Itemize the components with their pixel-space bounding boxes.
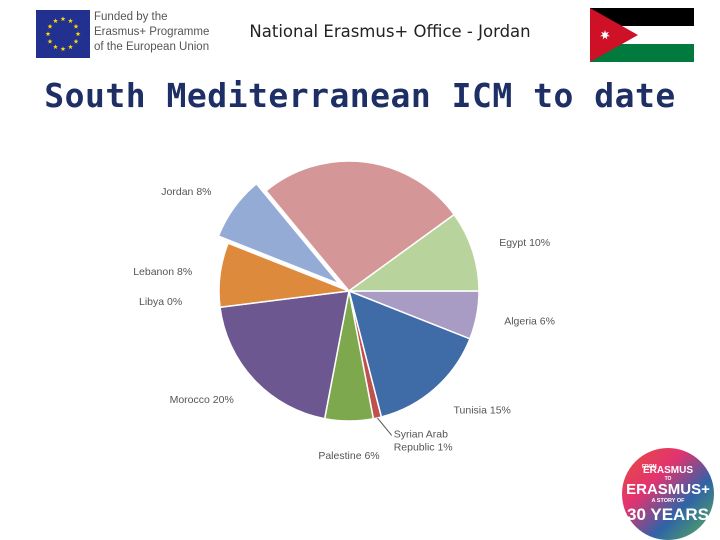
- jordan-flag-icon: [590, 8, 694, 62]
- eu-star-icon: [60, 16, 66, 22]
- pie-data-label: Syrian Arab Republic 1%: [394, 428, 453, 453]
- erasmus-30-years-logo: FROM ERASMUS TO ERASMUS+ A STORY OF 30 Y…: [622, 448, 714, 540]
- eu-text-line: Funded by the: [94, 11, 168, 23]
- pie-slice-egypt: [346, 213, 480, 292]
- anniv-line: TO: [665, 476, 672, 482]
- eu-star-icon: [60, 46, 66, 52]
- anniv-line: ERASMUS+: [626, 481, 710, 498]
- eu-star-icon: [73, 38, 79, 44]
- pie-slice-morocco: [219, 290, 350, 420]
- pie-chart: Israel 26%Egypt 10%Jordan 8%Algeria 6%Le…: [133, 160, 555, 462]
- header-title: National Erasmus+ Office - Jordan: [249, 22, 531, 41]
- pie-data-label: Jordan 8%: [161, 186, 211, 198]
- eu-flag-icon: [36, 10, 90, 58]
- eu-star-icon: [73, 23, 79, 29]
- pie-slice-tunisia: [347, 289, 471, 418]
- pie-slice-jordan: [217, 182, 340, 285]
- eu-funding-logo: Funded by the Erasmus+ Programme of the …: [30, 8, 210, 60]
- label-leader-line: [377, 417, 393, 436]
- slide-title: South Mediterranean ICM to date: [44, 76, 676, 115]
- eu-star-icon: [47, 38, 53, 44]
- pie-data-label: Lebanon 8%: [133, 266, 192, 278]
- eu-text-line: of the European Union: [94, 41, 210, 53]
- pie-data-label: Algeria 6%: [504, 316, 555, 328]
- eu-star-icon: [53, 44, 58, 50]
- pie-data-label: Tunisia 15%: [454, 405, 511, 417]
- eu-text-line: Erasmus+ Programme: [94, 26, 210, 38]
- eu-star-icon: [47, 23, 53, 29]
- eu-star-icon: [45, 31, 51, 37]
- anniv-line: 30 YEARS: [627, 505, 709, 524]
- pie-data-label: Morocco 20%: [170, 394, 234, 406]
- pie-slice-lebanon: [218, 242, 350, 309]
- pie-data-label: Libya 0%: [139, 296, 182, 308]
- eu-star-icon: [53, 18, 58, 24]
- eu-star-icon: [75, 31, 81, 37]
- eu-funding-text: Funded by the Erasmus+ Programme of the …: [94, 10, 210, 55]
- eu-star-icon: [68, 44, 73, 50]
- anniv-line: ERASMUS: [643, 465, 693, 476]
- anniv-line: A STORY OF: [651, 498, 685, 504]
- pie-data-label: Palestine 6%: [318, 450, 379, 462]
- pie-data-label: Egypt 10%: [499, 237, 550, 249]
- eu-star-icon: [68, 18, 73, 24]
- anniv-line: FROM: [642, 464, 657, 470]
- pie-slice-israel: [265, 160, 456, 293]
